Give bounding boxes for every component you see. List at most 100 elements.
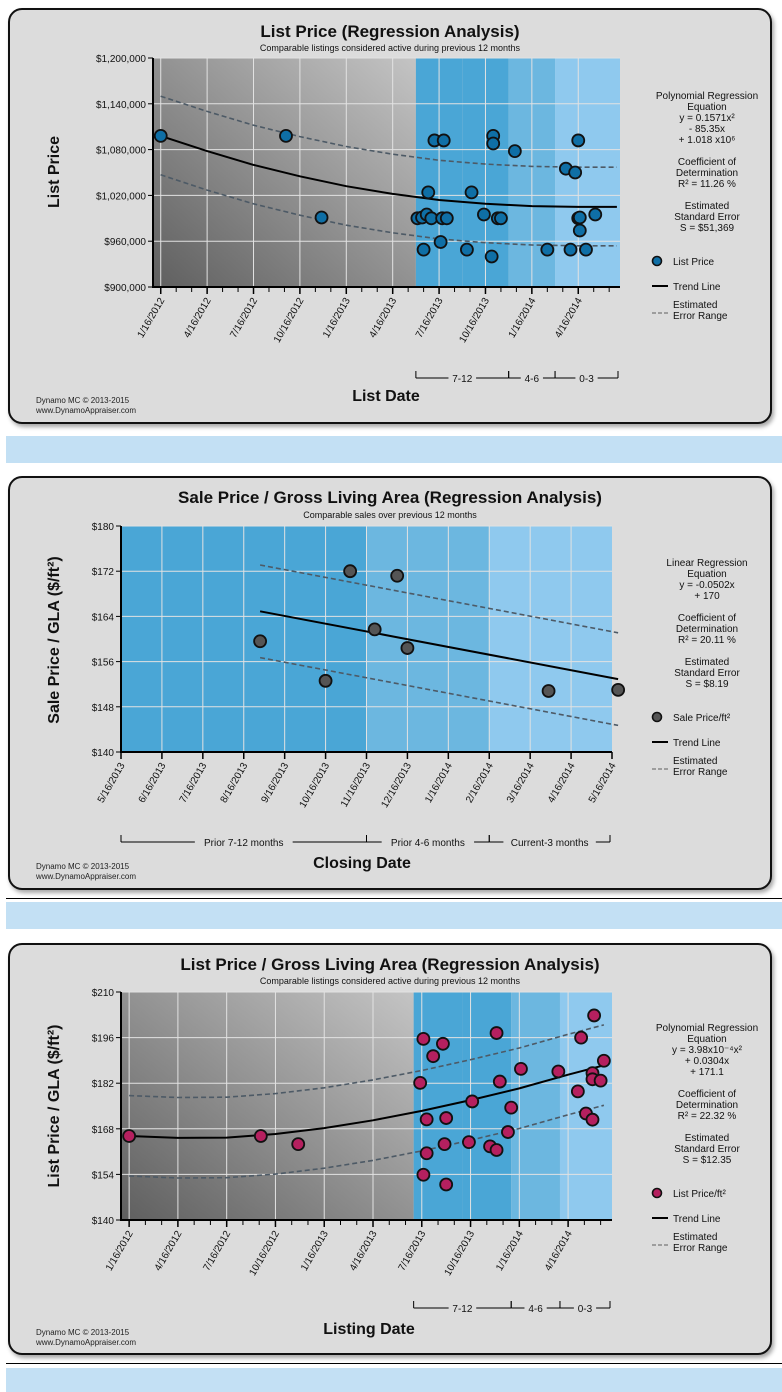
data-point <box>460 242 474 257</box>
footer-website: www.DynamoAppraiser.com <box>35 1338 136 1347</box>
data-point <box>465 1094 480 1109</box>
period-label: Prior 7-12 months <box>204 838 283 849</box>
y-tick-label: $180 <box>92 522 115 533</box>
legend-entry-error: Estimated <box>673 756 717 767</box>
legend-stat-line: Polynomial Regression <box>656 1023 758 1034</box>
y-tick-label: $156 <box>92 658 115 669</box>
legend-entry-error: Estimated <box>673 300 717 311</box>
period-band <box>511 992 560 1220</box>
data-point <box>570 1084 585 1099</box>
period-label: 0-3 <box>578 1304 593 1315</box>
x-axis-label: Listing Date <box>323 1321 415 1338</box>
legend-stat-line: Linear Regression <box>666 558 747 569</box>
period-band <box>121 992 414 1220</box>
period-label: Current-3 months <box>511 838 589 849</box>
data-point <box>122 1129 137 1143</box>
legend-stat-line: Determination <box>676 624 738 635</box>
y-tick-label: $172 <box>92 567 115 578</box>
period-label: 4-6 <box>528 1304 543 1315</box>
legend-stat-line: R² = 22.32 % <box>678 1111 737 1122</box>
x-tick-label: 1/16/2014 <box>423 761 455 805</box>
section-separator <box>6 436 782 463</box>
data-point <box>436 1036 450 1051</box>
x-tick-label: 1/16/2012 <box>136 296 168 340</box>
y-tick-label: $1,020,000 <box>96 191 146 202</box>
data-point <box>568 165 583 180</box>
trend-line <box>259 610 619 681</box>
data-point <box>585 1112 600 1127</box>
legend-stat-line: Standard Error <box>674 668 740 679</box>
x-tick-label: 10/16/2013 <box>298 761 333 810</box>
data-point <box>514 1061 528 1076</box>
data-point <box>540 242 555 257</box>
legend-stat-line: Estimated <box>685 657 729 668</box>
footer-copyright: Dynamo MC © 2013-2015 <box>36 1328 130 1337</box>
y-tick-label: $148 <box>92 703 115 714</box>
legend-stat-line: Estimated <box>685 1133 729 1144</box>
legend-stat-line: + 171.1 <box>690 1067 724 1078</box>
period-band <box>413 992 463 1220</box>
chart-1-text: List Price (Regression Analysis) Compara… <box>35 22 521 415</box>
y-axis-label: List Price / GLA ($/ft²) <box>46 1025 63 1188</box>
data-point <box>314 210 329 225</box>
legend-stat-line: Determination <box>676 168 738 179</box>
data-point <box>421 185 436 200</box>
data-point <box>437 1137 452 1152</box>
legend-stat-line: y = 0.1571x² <box>679 113 735 124</box>
legend-entry-series: List Price/ft² <box>673 1189 726 1200</box>
period-band <box>489 526 612 752</box>
x-tick-label: 7/16/2012 <box>228 296 260 340</box>
chart-marks: $900,000 $960,000 $1,020,000 $1,080,000 $1,1… <box>92 54 758 1315</box>
y-tick-label: $182 <box>92 1079 115 1090</box>
data-point <box>587 1008 602 1023</box>
chart-subtitle: Comparable listings considered active du… <box>260 976 521 986</box>
legend-stat-line: y = 3.98x10⁻⁴x² <box>672 1045 743 1056</box>
legend-marker-icon <box>651 255 663 267</box>
legend-stat-line: Equation <box>687 569 726 580</box>
data-point <box>572 210 587 225</box>
data-point <box>439 1177 454 1192</box>
data-point <box>579 242 593 257</box>
data-point <box>439 1111 454 1125</box>
legend-stat-line: Determination <box>676 1100 738 1111</box>
y-tick-label: $140 <box>92 1216 115 1227</box>
data-point <box>464 185 479 200</box>
data-point <box>574 1030 589 1045</box>
data-point <box>551 1064 566 1079</box>
y-tick-label: $960,000 <box>104 237 146 248</box>
legend-stat-line: Coefficient of <box>678 157 736 168</box>
error-range-upper <box>160 95 617 168</box>
y-tick-label: $154 <box>92 1170 115 1181</box>
data-point <box>504 1100 519 1115</box>
footer-website: www.DynamoAppraiser.com <box>35 872 136 881</box>
data-point <box>433 235 448 249</box>
legend-stat-line: + 1.018 x10⁶ <box>679 135 736 146</box>
period-label: 7-12 <box>452 374 472 385</box>
y-tick-label: $1,140,000 <box>96 100 146 111</box>
x-tick-label: 2/16/2014 <box>464 761 496 805</box>
period-band <box>366 526 490 752</box>
data-point <box>492 1074 507 1089</box>
x-tick-label: 4/16/2013 <box>348 1229 380 1273</box>
y-tick-label: $168 <box>92 1125 115 1136</box>
legend-stat-line: Equation <box>687 102 726 113</box>
data-point <box>291 1137 306 1152</box>
x-tick-label: 7/16/2012 <box>202 1229 234 1273</box>
legend-stat-line: Standard Error <box>674 212 740 223</box>
period-label: 4-6 <box>525 374 540 385</box>
data-point <box>462 1135 476 1150</box>
legend-stat-line: Standard Error <box>674 1144 740 1155</box>
x-tick-label: 3/16/2014 <box>505 761 537 805</box>
data-point <box>501 1125 515 1139</box>
legend-stat-line: S = $51,369 <box>680 223 735 234</box>
footer-website: www.DynamoAppraiser.com <box>35 406 136 415</box>
chart-title: List Price / Gross Living Area (Regressi… <box>180 955 599 974</box>
trend-line <box>160 134 617 208</box>
data-point <box>416 1032 431 1046</box>
y-tick-label: $196 <box>92 1034 115 1045</box>
data-point <box>426 1049 441 1064</box>
legend-entry-series: Sale Price/ft² <box>673 713 731 724</box>
data-point <box>439 211 454 226</box>
x-tick-label: 7/16/2013 <box>178 761 210 805</box>
